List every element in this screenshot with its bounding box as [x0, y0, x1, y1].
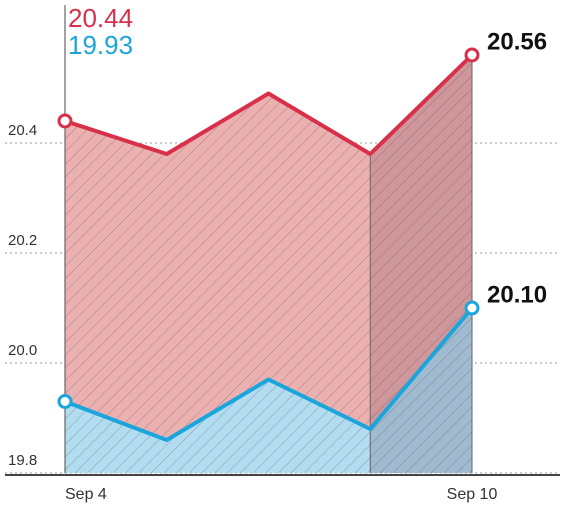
value-label: 20.44: [68, 3, 133, 33]
value-label: 20.10: [487, 281, 547, 308]
y-tick-label: 19.8: [8, 452, 37, 469]
value-label: 20.56: [487, 28, 547, 55]
point-marker: [464, 300, 480, 316]
value-label: 19.93: [68, 30, 133, 60]
point-marker: [464, 47, 480, 63]
point-marker: [57, 394, 73, 409]
highlight-shade: [370, 55, 472, 473]
line: [64, 53, 474, 156]
x-tick-label: Sep 4: [65, 486, 107, 503]
x-tick-label: Sep 10: [447, 486, 498, 503]
line: [64, 306, 474, 442]
y-tick-label: 20.2: [8, 232, 37, 249]
y-tick-label: 20.0: [8, 342, 37, 359]
y-tick-label: 20.4: [8, 122, 37, 139]
point-marker: [57, 113, 73, 129]
